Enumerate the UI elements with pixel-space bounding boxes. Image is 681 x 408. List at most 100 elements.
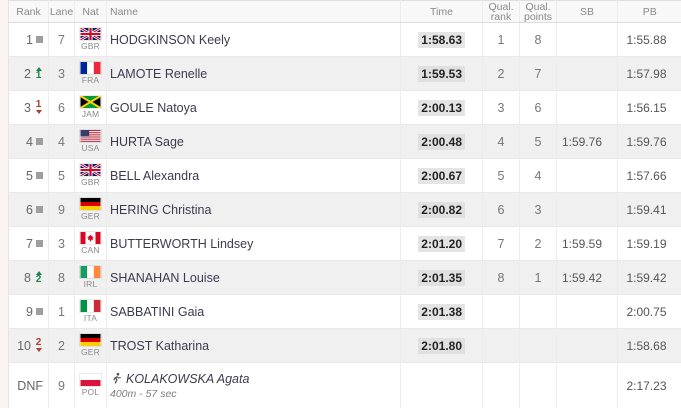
col-header-qual-points[interactable]: Qual. points xyxy=(519,0,557,23)
qual-rank-cell xyxy=(482,362,520,408)
sb-cell xyxy=(556,294,618,329)
flag-jam-icon xyxy=(80,96,101,108)
qual-rank-cell xyxy=(482,328,520,363)
qual-points-cell: 5 xyxy=(519,124,557,159)
table-row: 10 2 2 GER TROST Katharina 2:01.80 1:58.6… xyxy=(8,328,681,363)
flag-ger-icon xyxy=(80,334,101,346)
pb-cell: 1:59.19 xyxy=(617,226,681,261)
sb-cell xyxy=(556,158,618,193)
flag-irl-icon xyxy=(80,266,101,278)
rank-cell: DNF xyxy=(8,362,49,408)
rank-down-icon: 1 xyxy=(34,100,43,114)
lane-cell: 3 xyxy=(48,226,75,261)
nat-cell: CAN xyxy=(74,226,107,261)
sb-cell xyxy=(556,362,618,408)
flag-gbr-icon xyxy=(80,28,101,40)
qual-points-cell: 2 xyxy=(519,226,557,261)
pb-cell: 1:55.88 xyxy=(617,22,681,57)
col-header-pb[interactable]: PB xyxy=(617,0,681,23)
col-header-nat[interactable]: Nat xyxy=(74,0,107,23)
athlete-link[interactable]: LAMOTE Renelle xyxy=(106,56,401,91)
pb-cell: 1:57.66 xyxy=(617,158,681,193)
pb-cell: 1:59.42 xyxy=(617,260,681,295)
table-row: 1 7 GBR HODGKINSON Keely 1:58.63 1 8 1:5… xyxy=(8,22,681,57)
athlete-link[interactable]: HURTA Sage xyxy=(106,124,401,159)
athlete-link[interactable]: TROST Katharina xyxy=(106,328,401,363)
runner-icon xyxy=(110,372,122,385)
qual-rank-cell: 6 xyxy=(482,192,520,227)
athlete-link[interactable]: GOULE Natoya xyxy=(106,90,401,125)
rank-unchanged-icon xyxy=(36,308,43,315)
col-header-qual-rank[interactable]: Qual. rank xyxy=(482,0,520,23)
pb-cell: 1:56.15 xyxy=(617,90,681,125)
nat-cell: GER xyxy=(74,192,107,227)
athlete-cell: KOLAKOWSKA Agata 400m - 57 sec xyxy=(106,362,401,408)
time-cell xyxy=(400,362,483,408)
athlete-link[interactable]: BELL Alexandra xyxy=(106,158,401,193)
lane-cell: 8 xyxy=(48,260,75,295)
pb-cell: 2:17.23 xyxy=(617,362,681,408)
rank-up-icon: 2 xyxy=(34,271,43,285)
nat-cell: POL xyxy=(74,362,107,408)
time-cell: 1:58.63 xyxy=(400,22,483,57)
pb-cell: 1:59.41 xyxy=(617,192,681,227)
qual-rank-cell: 3 xyxy=(482,90,520,125)
table-row: 6 9 GER HERING Christina 2:00.82 6 3 1:5… xyxy=(8,192,681,227)
col-header-rank[interactable]: Rank xyxy=(8,0,49,23)
athlete-link[interactable]: HODGKINSON Keely xyxy=(106,22,401,57)
col-header-name[interactable]: Name xyxy=(106,0,401,23)
rank-unchanged-icon xyxy=(36,206,43,213)
lane-cell: 3 xyxy=(48,56,75,91)
athlete-link[interactable]: SHANAHAN Louise xyxy=(106,260,401,295)
time-cell: 1:59.53 xyxy=(400,56,483,91)
nat-cell: GBR xyxy=(74,22,107,57)
col-header-sb[interactable]: SB xyxy=(556,0,618,23)
lane-cell: 9 xyxy=(48,192,75,227)
nat-cell: ITA xyxy=(74,294,107,329)
time-cell: 2:00.67 xyxy=(400,158,483,193)
sb-cell: 1:59.42 xyxy=(556,260,618,295)
pb-cell: 1:57.98 xyxy=(617,56,681,91)
pb-cell: 1:59.76 xyxy=(617,124,681,159)
time-cell: 2:00.82 xyxy=(400,192,483,227)
dnf-note: 400m - 57 sec xyxy=(110,387,177,400)
col-header-time[interactable]: Time xyxy=(400,0,483,23)
table-row: 5 5 GBR BELL Alexandra 2:00.67 5 4 1:57.… xyxy=(8,158,681,193)
lane-cell: 2 xyxy=(48,328,75,363)
time-cell: 2:01.38 xyxy=(400,294,483,329)
athlete-link[interactable]: HERING Christina xyxy=(106,192,401,227)
qual-points-cell xyxy=(519,294,557,329)
qual-rank-cell xyxy=(482,294,520,329)
nat-cell: GER xyxy=(74,328,107,363)
col-header-lane[interactable]: Lane xyxy=(48,0,75,23)
flag-ita-icon xyxy=(80,300,101,312)
lane-cell: 7 xyxy=(48,22,75,57)
nat-cell: IRL xyxy=(74,260,107,295)
nat-cell: GBR xyxy=(74,158,107,193)
results-table: Rank Lane Nat Name Time Qual. rank Qual. p… xyxy=(8,0,681,408)
athlete-link[interactable]: KOLAKOWSKA Agata xyxy=(126,371,250,386)
table-row: 7 3 CAN BUTTERWORTH Lindsey 2:01.20 7 2 … xyxy=(8,226,681,261)
flag-gbr-icon xyxy=(80,164,101,176)
athlete-link[interactable]: BUTTERWORTH Lindsey xyxy=(106,226,401,261)
rank-cell: 1 xyxy=(8,22,49,57)
rank-cell: 7 xyxy=(8,226,49,261)
table-row: DNF 9 POL KOLAKOWSKA Agata 400m - 57 sec… xyxy=(8,362,681,408)
qual-rank-cell: 2 xyxy=(482,56,520,91)
athlete-link[interactable]: SABBATINI Gaia xyxy=(106,294,401,329)
rank-unchanged-icon xyxy=(36,138,43,145)
sb-cell: 1:59.59 xyxy=(556,226,618,261)
rank-unchanged-icon xyxy=(36,240,43,247)
rank-unchanged-icon xyxy=(36,172,43,179)
table-row: 9 1 ITA SABBATINI Gaia 2:01.38 2:00.75 xyxy=(8,294,681,329)
time-cell: 2:01.35 xyxy=(400,260,483,295)
nat-cell: USA xyxy=(74,124,107,159)
qual-points-cell xyxy=(519,362,557,408)
qual-points-cell: 8 xyxy=(519,22,557,57)
rank-cell: 6 xyxy=(8,192,49,227)
qual-points-cell: 6 xyxy=(519,90,557,125)
